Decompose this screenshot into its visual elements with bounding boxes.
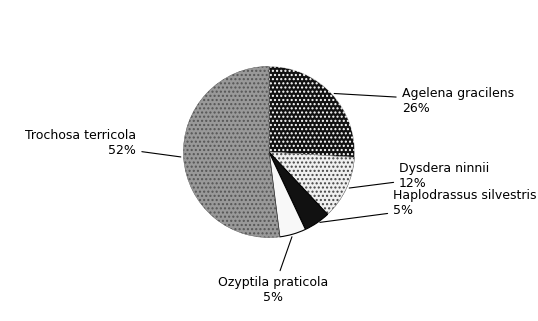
Text: Haplodrassus silvestris
5%: Haplodrassus silvestris 5% (320, 189, 536, 222)
Text: Agelena gracilens
26%: Agelena gracilens 26% (334, 87, 514, 115)
Wedge shape (269, 152, 355, 214)
Text: Dysdera ninnii
12%: Dysdera ninnii 12% (349, 162, 490, 190)
Wedge shape (269, 152, 306, 237)
Wedge shape (183, 66, 280, 238)
Wedge shape (269, 152, 328, 230)
Wedge shape (269, 66, 355, 157)
Text: Ozyptila praticola
5%: Ozyptila praticola 5% (218, 237, 328, 304)
Text: Trochosa terricola
52%: Trochosa terricola 52% (25, 129, 181, 157)
